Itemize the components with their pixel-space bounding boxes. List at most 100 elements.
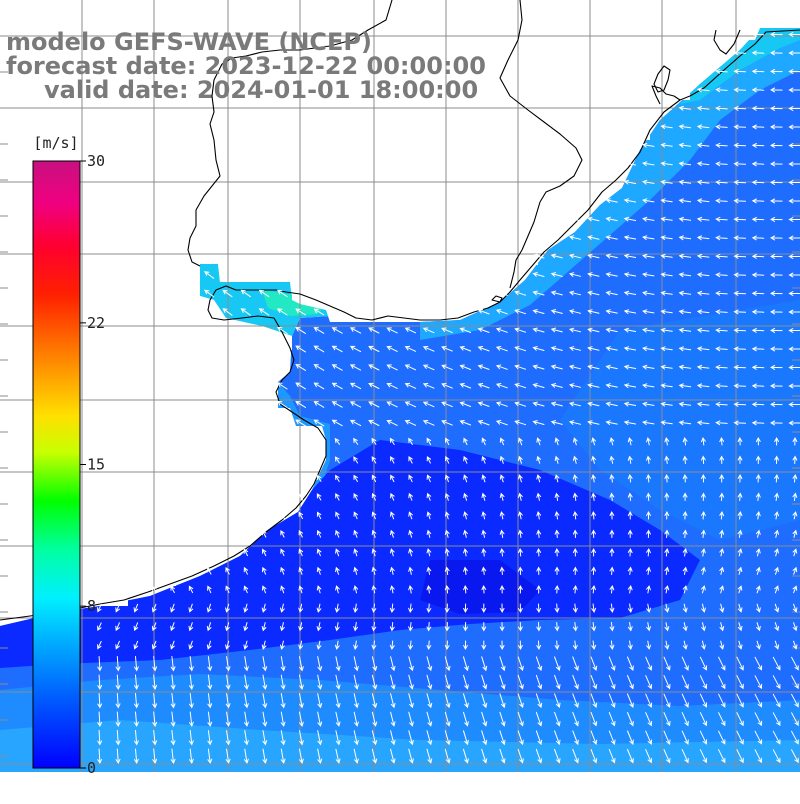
wind-arrow [280,711,286,727]
wind-arrow [737,548,743,557]
wind-arrow [642,364,655,370]
wind-arrow [737,492,743,501]
wind-arrow [532,309,545,314]
wind-arrow [240,289,251,298]
wind-arrow [371,656,378,672]
wind-arrow [788,124,800,130]
wind-arrow [386,327,398,334]
border-uruguay-brazil [651,85,681,105]
wind-arrow [134,730,139,746]
wind-arrow [774,548,779,557]
wind-arrow [477,401,490,407]
wind-arrow [733,328,746,333]
wind-arrow [715,216,728,222]
wind-arrow [207,656,213,672]
wind-arrow [225,566,230,575]
wind-arrow [262,693,268,709]
wind-arrow [444,640,450,651]
wind-arrow [678,142,692,148]
wind-arrow [550,383,563,388]
wind-arrow [623,309,637,314]
wind-arrow [390,455,395,464]
wind-arrow [536,603,542,614]
wind-arrow [642,272,655,278]
wind-arrow [554,437,560,446]
wind-arrow [715,420,728,426]
wind-arrow [772,712,781,727]
wind-arrow [701,492,706,501]
wind-arrow [554,748,561,764]
wind-arrow [678,346,692,352]
wind-arrow [518,474,523,483]
wind-arrow [681,749,689,764]
wind-arrow [536,510,542,520]
wind-arrow [718,712,726,727]
wind-arrow [243,585,249,594]
wind-arrow [261,640,267,650]
wind-arrow [225,603,230,613]
wind-arrow [609,473,615,483]
wind-arrow [331,327,343,334]
wind-arrow [660,216,673,222]
wind-arrow [678,272,692,278]
wind-arrow [681,675,689,690]
wind-arrow [459,401,472,407]
wind-arrow [756,566,761,575]
wind-arrow [751,198,765,204]
wind-arrow [133,603,139,613]
wind-arrow [718,656,726,671]
wind-vectors [97,32,800,765]
wind-arrow [623,327,637,333]
wind-arrow [792,548,798,557]
wind-arrow [244,730,249,746]
wind-arrow [222,289,233,298]
wind-arrow [554,693,561,709]
wind-arrow [642,383,655,389]
wind-arrow [733,180,746,185]
wind-arrow [664,585,670,594]
wind-arrow [298,585,304,594]
wind-arrow [517,730,524,746]
wind-arrow [518,492,523,501]
wind-arrow [701,436,706,446]
wind-arrow [701,547,706,557]
wind-arrow [554,640,560,651]
wind-arrow [422,346,435,352]
wind-arrow [627,622,633,632]
wind-arrow [791,730,799,745]
wind-arrow [459,383,472,389]
wind-arrow [262,548,267,557]
wind-arrow [115,640,120,650]
wind-arrow [587,216,600,222]
wind-arrow [331,419,343,427]
wind-arrow [495,401,508,407]
wind-arrow [295,308,306,316]
wind-arrow [751,291,765,296]
wind-arrow [371,456,377,464]
wind-arrow [536,437,541,446]
wind-arrow [225,622,230,632]
wind-arrow [518,640,523,651]
wind-arrow [445,455,450,464]
wind-arrow [499,730,506,746]
wind-arrow [426,474,432,483]
wind-arrow [536,622,542,632]
wind-arrow [499,748,506,764]
wind-arrow [591,584,596,594]
wind-arrow [660,161,673,167]
wind-arrow [481,437,487,446]
wind-arrow [646,510,651,520]
wind-arrow [774,436,779,446]
wind-arrow [444,693,451,709]
wind-arrow [696,401,710,407]
wind-arrow [188,640,194,650]
wind-arrow [751,217,765,222]
wind-arrow [550,420,563,425]
wind-arrow [737,585,743,594]
wind-arrow [371,711,378,727]
wind-arrow [587,290,600,296]
wind-arrow [349,401,362,408]
wind-arrow [627,749,634,764]
wind-arrow [316,622,322,632]
